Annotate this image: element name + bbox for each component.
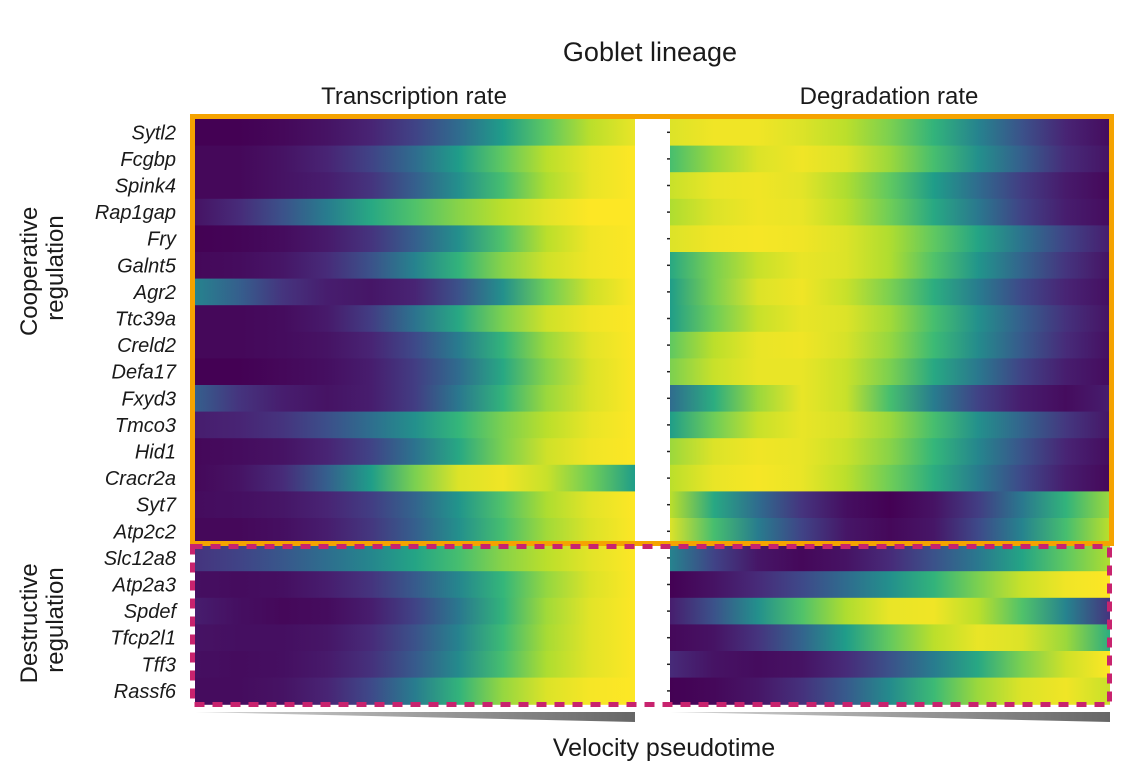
heatmap-row-degradation-tff3: [670, 651, 1110, 679]
gene-label: Hid1: [135, 442, 176, 464]
destructive-group-frame: [190, 544, 1112, 707]
heatmap-row-degradation-defa17: [670, 358, 1110, 386]
heatmap-row-degradation-sytl2: [670, 119, 1110, 147]
heatmap-row-degradation-rassf6: [670, 677, 1110, 705]
gene-label: Creld2: [117, 335, 176, 357]
heatmap-row-transcription-tfcp2l1: [195, 624, 635, 652]
heatmap-row-transcription-fry: [195, 225, 635, 253]
heatmap-row-transcription-tff3: [195, 651, 635, 679]
gene-label: Slc12a8: [104, 548, 176, 570]
heatmap-row-transcription-spdef: [195, 597, 635, 625]
heatmap-row-degradation-fry: [670, 225, 1110, 253]
heatmap-row-transcription-hid1: [195, 438, 635, 466]
gene-label: Agr2: [133, 282, 176, 304]
heatmap-row-degradation-tmco3: [670, 411, 1110, 439]
gene-label: Rassf6: [114, 681, 177, 703]
chart-title: Goblet lineage: [563, 37, 737, 67]
heatmap-row-transcription-syt7: [195, 491, 635, 519]
gene-label: Galnt5: [117, 255, 177, 277]
pseudotime-wedge-degradation: [670, 712, 1110, 722]
heatmap-row-transcription-rap1gap: [195, 198, 635, 226]
gene-label: Tff3: [142, 654, 176, 676]
heatmap-row-transcription-galnt5: [195, 252, 635, 280]
heatmap-rows: [195, 119, 1110, 705]
heatmap-row-degradation-galnt5: [670, 252, 1110, 280]
pseudotime-wedge-transcription: [195, 712, 635, 722]
gene-label: Syt7: [136, 495, 177, 517]
heatmap-row-transcription-ttc39a: [195, 305, 635, 333]
heatmap-row-transcription-tmco3: [195, 411, 635, 439]
panel-title-transcription: Transcription rate: [321, 83, 507, 110]
heatmap-row-degradation-rap1gap: [670, 198, 1110, 226]
heatmap-row-degradation-spdef: [670, 597, 1110, 625]
heatmap-row-transcription-atp2c2: [195, 518, 635, 546]
gene-label: Atp2a3: [112, 575, 176, 597]
gene-label: Spdef: [124, 601, 179, 623]
gene-label: Fry: [147, 229, 177, 251]
heatmap-row-degradation-syt7: [670, 491, 1110, 519]
gene-label: Fcgbp: [120, 149, 176, 171]
heatmap-row-degradation-tfcp2l1: [670, 624, 1110, 652]
gene-label: Fxyd3: [122, 388, 176, 410]
heatmap-row-transcription-sytl2: [195, 119, 635, 147]
heatmap-row-transcription-defa17: [195, 358, 635, 386]
gene-label: Spink4: [115, 176, 176, 198]
heatmap-row-degradation-hid1: [670, 438, 1110, 466]
heatmap-row-degradation-agr2: [670, 278, 1110, 306]
gene-label: Tfcp2l1: [110, 628, 176, 650]
x-axis-label: Velocity pseudotime: [553, 734, 775, 761]
heatmap-row-degradation-slc12a8: [670, 544, 1110, 572]
heatmap-row-degradation-cracr2a: [670, 464, 1110, 492]
heatmap-row-degradation-atp2c2: [670, 518, 1110, 546]
heatmap-row-degradation-spink4: [670, 172, 1110, 200]
heatmap-row-transcription-fcgbp: [195, 145, 635, 173]
gene-label: Atp2c2: [113, 521, 176, 543]
gene-label: Defa17: [112, 362, 177, 384]
heatmap-row-transcription-cracr2a: [195, 464, 635, 492]
heatmap-row-degradation-fcgbp: [670, 145, 1110, 173]
heatmap-row-transcription-atp2a3: [195, 571, 635, 599]
gene-label: Tmco3: [115, 415, 176, 437]
heatmap-row-transcription-slc12a8: [195, 544, 635, 572]
gene-label: Rap1gap: [95, 202, 176, 224]
cooperative-group-label: Cooperative regulation: [16, 200, 69, 336]
heatmap-row-degradation-atp2a3: [670, 571, 1110, 599]
panel-title-degradation: Degradation rate: [800, 83, 979, 110]
cooperative-group-frame: [190, 114, 1114, 546]
heatmap-row-transcription-agr2: [195, 278, 635, 306]
heatmap-row-degradation-ttc39a: [670, 305, 1110, 333]
destructive-group-label: Destructive regulation: [16, 557, 69, 684]
heatmap-row-transcription-creld2: [195, 331, 635, 359]
center-tick-marks: [667, 131, 670, 692]
gene-labels: Sytl2 Fcgbp Spink4 Rap1gap Fry Galnt5 Agr2 Ttc3…: [95, 122, 179, 703]
heatmap-row-degradation-fxyd3: [670, 385, 1110, 413]
heatmap-row-degradation-creld2: [670, 331, 1110, 359]
heatmap-row-transcription-fxyd3: [195, 385, 635, 413]
heatmap-row-transcription-rassf6: [195, 677, 635, 705]
gene-label: Ttc39a: [115, 309, 176, 331]
gene-label: Cracr2a: [105, 468, 176, 490]
heatmap-row-transcription-spink4: [195, 172, 635, 200]
gene-label: Sytl2: [132, 122, 176, 144]
